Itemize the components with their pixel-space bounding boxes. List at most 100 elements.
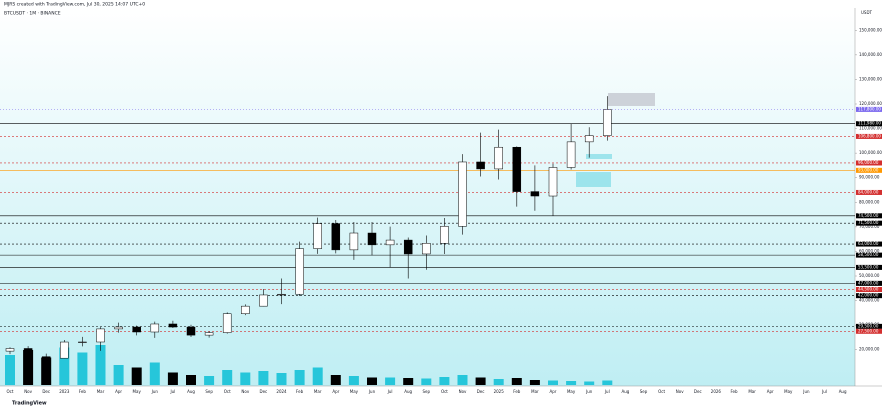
volume-bar — [584, 381, 595, 385]
x-tick-label: Apr — [115, 389, 122, 394]
x-tick-label: Apr — [767, 389, 774, 394]
x-tick-label: May — [567, 389, 576, 394]
level-label: 53,500.00 — [858, 264, 879, 269]
symbol: BTCUSDT · 1M · BINANCE — [4, 11, 61, 17]
level-badge — [856, 133, 882, 139]
candle-body — [150, 323, 160, 333]
x-tick-label: Jul — [821, 389, 827, 394]
candle-body — [41, 356, 51, 359]
x-tick-label: Mar — [314, 389, 322, 394]
volume-bar — [149, 362, 160, 385]
x-tick-label: Aug — [404, 389, 412, 394]
x-tick-label: May — [350, 389, 359, 394]
x-tick-label: Apr — [332, 389, 339, 394]
volume-bar — [330, 375, 341, 385]
candle-body — [512, 146, 522, 192]
volume-bar — [95, 345, 106, 385]
x-tick-label: Aug — [187, 389, 195, 394]
volume-bar — [312, 367, 323, 385]
x-tick-label: Jun — [802, 389, 810, 394]
x-tick-label: Sep — [423, 389, 431, 394]
volume-bar — [258, 371, 269, 385]
x-tick-label: Jun — [585, 389, 593, 394]
x-tick-label: Feb — [79, 389, 87, 394]
volume-bar — [77, 352, 88, 385]
candle-body — [494, 146, 503, 170]
y-tick-label: 60,000.00 — [859, 248, 880, 253]
volume-bar — [131, 367, 142, 385]
volume-bar — [385, 377, 396, 385]
plot-background — [0, 8, 855, 386]
current-price-badge — [856, 106, 882, 112]
candle-body — [241, 305, 250, 314]
volume-bar — [548, 380, 558, 385]
y-tick-label: 20,000.00 — [859, 347, 880, 352]
x-tick-label: Oct — [7, 389, 14, 394]
volume-bar — [167, 372, 178, 385]
level-label: 47,000.00 — [858, 280, 879, 285]
x-tick-label: Oct — [224, 389, 231, 394]
level-label: 58,500.00 — [858, 252, 879, 257]
y-tick-label: 150,000.00 — [859, 27, 882, 32]
candle-body — [186, 326, 196, 336]
volume-bar — [204, 376, 215, 385]
level-label: 44,500.00 — [858, 287, 879, 292]
x-tick-label: Dec — [260, 389, 268, 394]
x-tick-label: Feb — [296, 389, 304, 394]
candle-body — [259, 294, 268, 307]
y-tick-label: 50,000.00 — [859, 273, 880, 278]
x-tick-label: Feb — [730, 389, 738, 394]
x-tick-label: Oct — [658, 389, 665, 394]
x-tick-label: Nov — [676, 389, 684, 394]
candle-body — [476, 161, 485, 170]
candle-body — [422, 243, 431, 255]
candle-body — [458, 161, 467, 227]
volume-bar — [511, 378, 522, 385]
level-badge — [856, 121, 882, 127]
level-badge — [856, 213, 882, 219]
volume-bar — [41, 357, 52, 385]
candle-body — [114, 326, 123, 330]
volume-bar — [529, 380, 540, 385]
candle-body — [385, 239, 395, 246]
level-label: 27,500.00 — [858, 328, 879, 333]
level-badge — [856, 293, 882, 299]
x-tick-label: Nov — [24, 389, 32, 394]
volume-bar — [23, 350, 34, 385]
volume-bar — [113, 365, 124, 385]
level-badge — [856, 189, 882, 195]
candle-body — [78, 341, 87, 343]
volume-bar — [186, 375, 196, 385]
x-tick-label: Dec — [694, 389, 702, 394]
candle-body — [132, 326, 141, 333]
volume-bar — [421, 378, 432, 385]
candle-body — [23, 348, 33, 357]
x-tick-label: May — [784, 389, 793, 394]
level-label: 111,980.00 — [858, 121, 881, 126]
candle-body — [403, 239, 413, 255]
x-tick-label: Dec — [477, 389, 485, 394]
y-tick-label: 120,000.00 — [859, 101, 882, 106]
candle-body — [313, 223, 322, 249]
x-tick-label: Jul — [169, 389, 175, 394]
volume-bar — [240, 372, 251, 385]
volume-bar — [222, 370, 233, 385]
x-tick-label: Mar — [531, 389, 539, 394]
volume-bar — [602, 380, 613, 385]
candle-body — [60, 341, 69, 359]
level-label: 42,000.00 — [858, 293, 879, 298]
candle-body — [295, 248, 304, 295]
volume-bar — [5, 355, 15, 385]
level-label: 93,000.00 — [858, 167, 879, 172]
candle-body — [168, 323, 178, 328]
x-tick-label: Jun — [151, 389, 159, 394]
volume-bar — [403, 378, 414, 385]
y-tick-label: 70,000.00 — [859, 224, 880, 229]
current-price-label: 117,800.00 — [858, 106, 881, 111]
x-tick-label: 2026 — [711, 389, 722, 394]
level-badge — [856, 280, 882, 286]
x-tick-label: Nov — [459, 389, 467, 394]
candle-body — [5, 348, 15, 352]
candle-body — [277, 293, 286, 296]
